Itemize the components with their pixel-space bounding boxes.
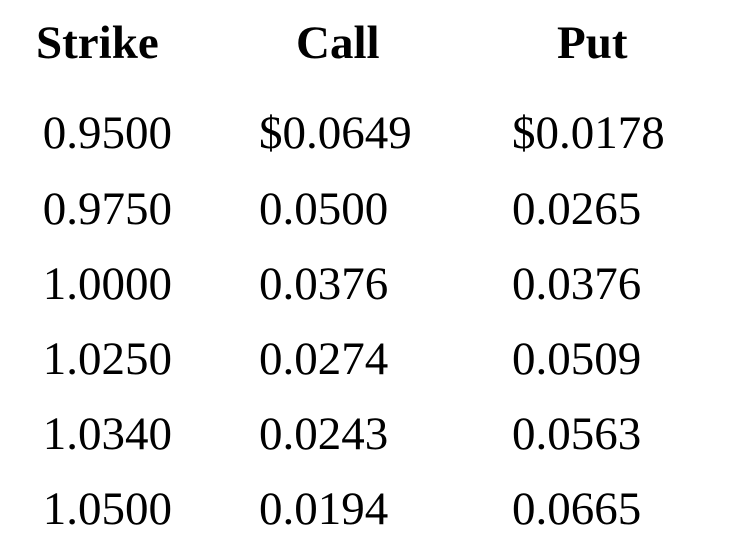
put-cell: 0.0265 xyxy=(512,183,642,235)
strike-cell: 1.0000 xyxy=(42,258,172,310)
call-cell: 0.0376 xyxy=(259,258,389,310)
call-cell: $0.0649 xyxy=(259,107,412,159)
call-cell: 0.0194 xyxy=(259,483,389,535)
put-cell: 0.0376 xyxy=(512,258,642,310)
put-cell: $0.0178 xyxy=(512,107,665,159)
strike-cell: 0.9500 xyxy=(42,107,172,159)
header-strike: Strike xyxy=(36,17,159,69)
header-put: Put xyxy=(557,17,628,69)
call-cell: 0.0274 xyxy=(259,333,389,385)
put-cell: 0.0509 xyxy=(512,333,642,385)
strike-cell: 0.9750 xyxy=(42,183,172,235)
put-cell: 0.0563 xyxy=(512,408,642,460)
strike-cell: 1.0500 xyxy=(42,483,172,535)
header-call: Call xyxy=(296,17,380,69)
strike-cell: 1.0340 xyxy=(42,408,172,460)
call-cell: 0.0500 xyxy=(259,183,389,235)
put-cell: 0.0665 xyxy=(512,483,642,535)
call-cell: 0.0243 xyxy=(259,408,389,460)
strike-cell: 1.0250 xyxy=(42,333,172,385)
